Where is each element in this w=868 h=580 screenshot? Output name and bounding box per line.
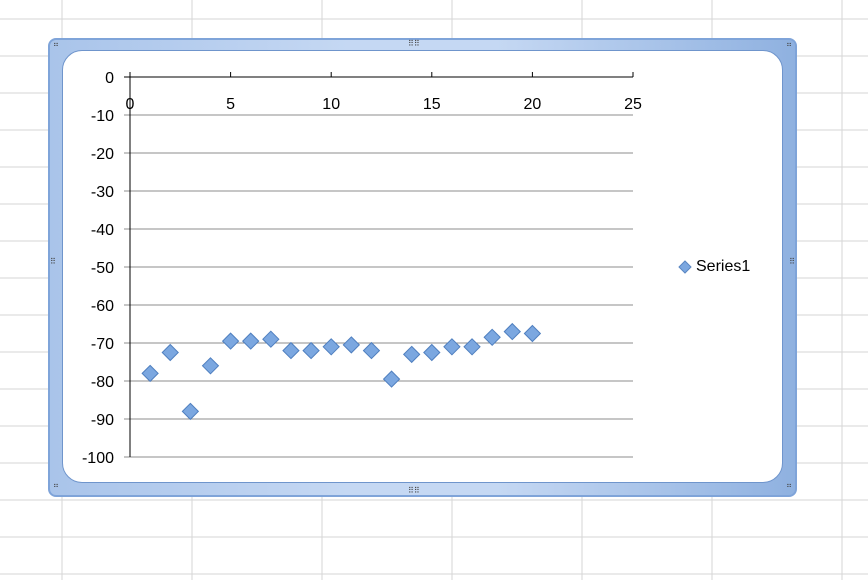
data-point[interactable] xyxy=(161,343,179,362)
x-tick-label: 15 xyxy=(423,96,441,113)
data-point[interactable] xyxy=(523,324,542,343)
y-tick-label: -40 xyxy=(91,222,114,239)
y-tick-label: -60 xyxy=(91,298,114,315)
x-tick-label: 25 xyxy=(624,96,642,113)
data-point[interactable] xyxy=(201,357,220,375)
y-tick-label: 0 xyxy=(105,70,114,87)
data-point[interactable] xyxy=(402,345,421,364)
resize-handle-bottom-right[interactable]: ⠛ xyxy=(786,483,792,492)
data-point[interactable] xyxy=(483,328,501,347)
data-point[interactable] xyxy=(242,332,260,350)
y-tick-label: -20 xyxy=(91,146,114,163)
data-point[interactable] xyxy=(141,364,159,383)
data-point[interactable] xyxy=(503,322,521,341)
resize-handle-left[interactable]: ⠿ xyxy=(50,257,56,266)
data-point[interactable] xyxy=(342,336,361,354)
data-point[interactable] xyxy=(262,330,280,348)
y-tick-label: -80 xyxy=(91,374,114,391)
data-point[interactable] xyxy=(463,338,481,356)
data-point[interactable] xyxy=(423,343,441,362)
legend[interactable]: Series1 xyxy=(678,258,750,276)
resize-handle-bottom-left[interactable]: ⠛ xyxy=(53,483,59,492)
resize-handle-top-left[interactable]: ⠛ xyxy=(53,42,59,51)
y-tick-label: -50 xyxy=(91,260,114,277)
x-tick-label: 20 xyxy=(524,96,542,113)
resize-handle-top-right[interactable]: ⠛ xyxy=(786,42,792,51)
y-tick-label: -70 xyxy=(91,336,114,353)
data-point[interactable] xyxy=(302,341,320,360)
y-tick-label: -10 xyxy=(91,108,114,125)
resize-handle-bottom[interactable]: ⠿⠿ xyxy=(408,486,420,495)
x-tick-label: 5 xyxy=(226,96,235,113)
y-tick-label: -30 xyxy=(91,184,114,201)
x-tick-label: 10 xyxy=(322,96,340,113)
data-point[interactable] xyxy=(362,341,381,360)
y-tick-label: -100 xyxy=(82,450,114,467)
data-point[interactable] xyxy=(443,338,461,356)
data-point[interactable] xyxy=(181,402,200,421)
resize-handle-right[interactable]: ⠿ xyxy=(789,257,795,266)
y-tick-label: -90 xyxy=(91,412,114,429)
data-point[interactable] xyxy=(221,332,240,350)
x-tick-label: 0 xyxy=(126,96,135,113)
legend-marker-diamond xyxy=(678,260,692,274)
legend-label-series1: Series1 xyxy=(696,258,751,275)
resize-handle-top[interactable]: ⠿⠿ xyxy=(408,39,420,48)
data-point[interactable] xyxy=(382,370,401,388)
data-point[interactable] xyxy=(322,338,340,356)
data-point[interactable] xyxy=(282,341,300,360)
